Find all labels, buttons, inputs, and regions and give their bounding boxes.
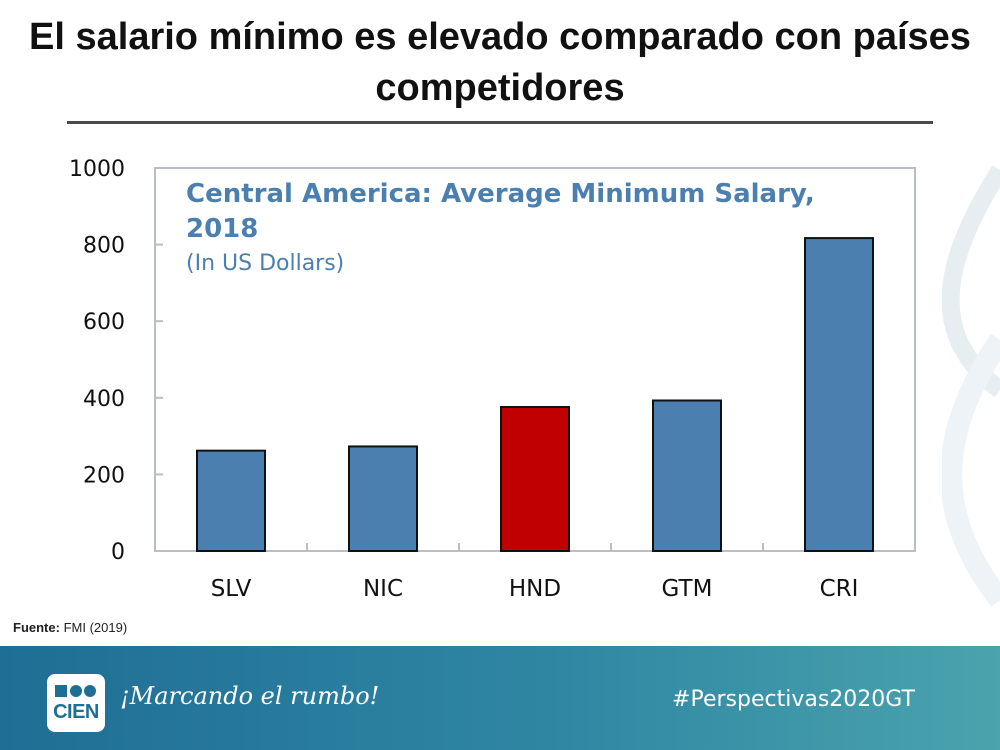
bar-cri (804, 237, 874, 553)
chart-title: Central America: Average Minimum Salary,… (186, 179, 815, 244)
source-text: FMI (2019) (63, 620, 128, 635)
background-wave-decoration (940, 165, 1000, 607)
chart-canvas: 0 200 400 600 800 1000 SLV NIC HND GTM CRI (69, 157, 916, 602)
source-label: Fuente: (13, 620, 60, 635)
bar-slv (196, 449, 266, 552)
bar-nic (348, 445, 418, 553)
bar-hnd (500, 405, 570, 552)
y-tick-label: 0 (111, 540, 125, 565)
bar-gtm (652, 399, 722, 552)
slide-title: El salario mínimo es elevado comparado c… (29, 16, 971, 109)
chart-title-block: Central America: Average Minimum Salary,… (186, 177, 886, 281)
y-tick-label: 1000 (69, 157, 125, 182)
source-note: Fuente: FMI (2019) (13, 620, 127, 635)
x-tick-label: NIC (363, 576, 403, 602)
cien-logo: CIEN (47, 674, 105, 732)
x-tick-label: SLV (211, 576, 252, 602)
x-tick-label: GTM (662, 576, 713, 602)
slogan: ¡Marcando el rumbo! (120, 682, 380, 710)
y-tick-label: 400 (83, 387, 125, 412)
x-tick-label: HND (509, 576, 561, 602)
y-tick-label: 600 (83, 310, 125, 335)
bar-chart: 0 200 400 600 800 1000 SLV NIC HND GTM CRI Central… (47, 143, 942, 615)
x-tick-label: CRI (820, 576, 859, 602)
logo-circles-icon (55, 685, 96, 697)
logo-text: CIEN (53, 701, 99, 723)
footer-band: CIEN ¡Marcando el rumbo! #Perspectivas20… (0, 646, 1000, 750)
hashtag: #Perspectivas2020GT (672, 687, 915, 712)
y-tick-label: 200 (83, 463, 125, 488)
title-divider (67, 121, 933, 124)
y-tick-label: 800 (83, 234, 125, 259)
chart-subtitle: (In US Dollars) (186, 251, 345, 276)
